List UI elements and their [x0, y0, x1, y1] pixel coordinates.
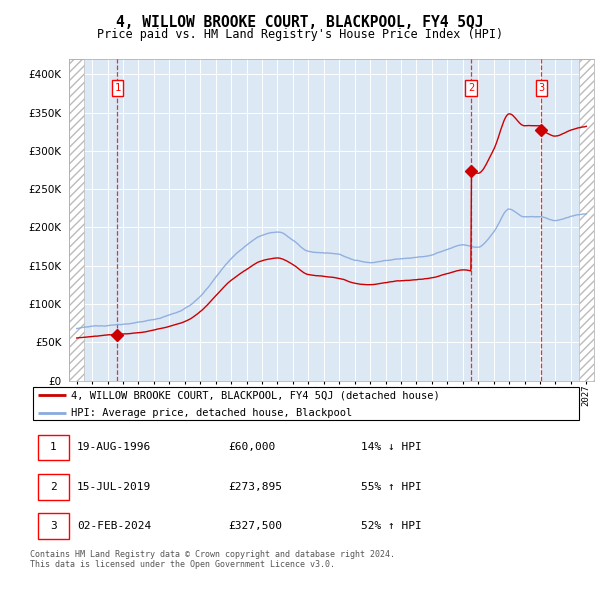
FancyBboxPatch shape [38, 474, 68, 500]
FancyBboxPatch shape [38, 435, 68, 460]
Text: 2: 2 [50, 482, 57, 491]
FancyBboxPatch shape [33, 387, 579, 420]
Text: 4, WILLOW BROOKE COURT, BLACKPOOL, FY4 5QJ (detached house): 4, WILLOW BROOKE COURT, BLACKPOOL, FY4 5… [71, 390, 440, 400]
Text: £327,500: £327,500 [229, 521, 283, 531]
Text: 14% ↓ HPI: 14% ↓ HPI [361, 442, 422, 453]
Text: £60,000: £60,000 [229, 442, 276, 453]
Text: 3: 3 [50, 521, 57, 531]
Text: 15-JUL-2019: 15-JUL-2019 [77, 482, 151, 491]
FancyBboxPatch shape [38, 513, 68, 539]
Text: 4, WILLOW BROOKE COURT, BLACKPOOL, FY4 5QJ: 4, WILLOW BROOKE COURT, BLACKPOOL, FY4 5… [116, 15, 484, 30]
Text: 1: 1 [114, 83, 121, 93]
Text: 52% ↑ HPI: 52% ↑ HPI [361, 521, 422, 531]
Text: 55% ↑ HPI: 55% ↑ HPI [361, 482, 422, 491]
Text: 02-FEB-2024: 02-FEB-2024 [77, 521, 151, 531]
Text: 3: 3 [538, 83, 544, 93]
Text: 1: 1 [50, 442, 57, 453]
Text: 2: 2 [468, 83, 474, 93]
Text: 19-AUG-1996: 19-AUG-1996 [77, 442, 151, 453]
Text: Price paid vs. HM Land Registry's House Price Index (HPI): Price paid vs. HM Land Registry's House … [97, 28, 503, 41]
Text: HPI: Average price, detached house, Blackpool: HPI: Average price, detached house, Blac… [71, 408, 353, 418]
Text: Contains HM Land Registry data © Crown copyright and database right 2024.
This d: Contains HM Land Registry data © Crown c… [30, 550, 395, 569]
Text: £273,895: £273,895 [229, 482, 283, 491]
